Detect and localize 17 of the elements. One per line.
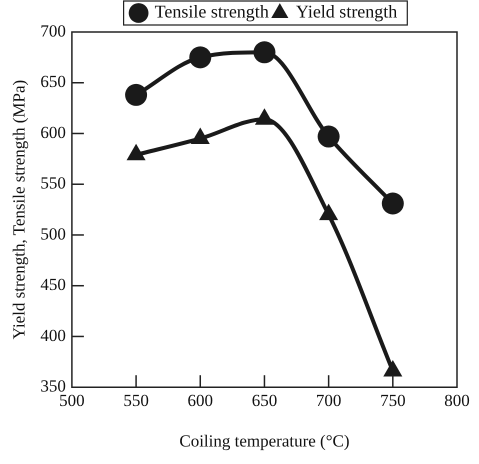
legend-label: Yield strength	[296, 2, 398, 22]
x-tick-label: 600	[188, 390, 214, 410]
y-tick-label: 450	[40, 275, 66, 294]
legend-label: Tensile strength	[154, 2, 269, 22]
y-tick-label: 400	[40, 326, 66, 345]
y-tick-label: 550	[40, 174, 66, 193]
x-tick-label: 650	[252, 390, 278, 410]
y-tick-label: 700	[40, 21, 66, 40]
x-tick-label: 700	[316, 390, 342, 410]
x-tick-label: 550	[123, 390, 149, 410]
y-tick-label: 500	[40, 224, 66, 244]
x-axis-title: Coiling temperature (°C)	[179, 431, 350, 450]
x-tick-label: 800	[444, 390, 470, 410]
y-tick-label: 600	[40, 122, 66, 142]
x-tick-label: 750	[380, 390, 406, 410]
y-tick-label: 650	[40, 72, 66, 92]
y-axis-title: Yield strength, Tensile strength (MPa)	[10, 80, 29, 340]
